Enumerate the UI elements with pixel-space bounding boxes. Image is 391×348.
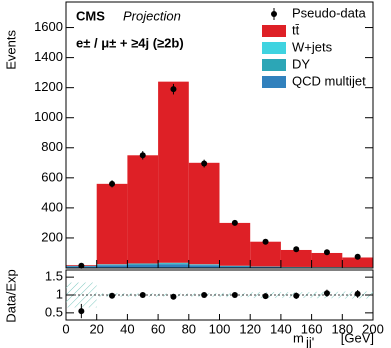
bar-segment [250,241,281,267]
bar-segment [158,81,189,263]
bar-segment [188,264,220,266]
bar-segment [280,249,312,267]
y-tick-label: 1000 [34,109,63,124]
y-tick-label: 1600 [34,19,63,34]
bar-segment [311,252,343,268]
x-tick-label: 100 [209,321,231,336]
data-point [201,160,208,167]
y-label: Events [3,30,18,70]
ratio-point [323,290,330,297]
ratio-point [170,293,177,300]
ratio-point [78,308,85,315]
ratio-point [293,292,300,299]
bar-segment [250,266,281,268]
data-point [170,86,177,93]
status: Projection [123,8,181,23]
ratio-point [139,292,146,298]
legend-swatch [262,59,286,71]
x-tick-label: 180 [331,321,353,336]
y-tick-label: 400 [41,199,63,214]
ratio-y-tick-label: 1.5 [45,269,63,284]
legend-swatch [262,25,286,37]
ratio-point [262,293,269,300]
bar-segment [188,162,220,265]
y-tick-label: 200 [41,229,63,244]
legend-label: QCD multijet [292,73,366,88]
x-tick-label: 120 [239,321,261,336]
bar-segment [342,257,373,268]
data-point [323,249,330,256]
legend-swatch [262,76,286,88]
ratio-point [354,290,361,297]
experiment: CMS [76,8,105,23]
bar-segment [127,155,159,264]
data-point [293,246,300,253]
data-point [139,152,146,159]
channel: e± / μ± + ≥4j (≥2b) [76,35,184,50]
y-tick-label: 1200 [34,79,63,94]
legend-swatch [262,42,286,54]
ratio-point [201,292,208,298]
bar-segment [219,266,251,268]
data-point [78,262,85,269]
y-tick-label: 1400 [34,49,63,64]
plot-area [66,81,373,268]
y-tick-label: 800 [41,139,63,154]
x-tick-label: 60 [151,321,165,336]
x-tick-label: 0 [62,321,69,336]
bar-segment [96,264,128,266]
bar-segment [158,263,189,265]
data-point [109,180,116,187]
x-tick-label: 140 [270,321,292,336]
bar-segment [96,183,128,265]
legend-label: tt̄ [292,22,300,37]
x-label: m [293,330,304,345]
bar-segment [127,264,159,268]
x-tick-label: 20 [89,321,103,336]
ratio-y-tick-label: 1 [56,286,63,301]
ratio-point [109,292,116,299]
y-tick-label: 600 [41,169,63,184]
legend-label: W+jets [292,39,333,54]
bar-segment [158,262,189,264]
bar-segment [158,264,189,268]
x-tick-label: 200 [362,321,384,336]
x-tick-label: 160 [301,321,323,336]
bar-segment [219,222,251,266]
x-label-unit: [GeV] [341,330,374,345]
bar-segment [96,265,128,268]
legend-label: Pseudo-data [292,5,366,20]
bar-segment [127,263,159,265]
ratio-point [231,292,238,298]
x-tick-label: 80 [182,321,196,336]
data-point [231,219,238,226]
x-label-sub: jj' [305,334,314,348]
data-point [262,238,269,245]
data-point [354,253,361,260]
legend-label: DY [292,56,310,71]
ratio-y-tick-label: 0.5 [45,304,63,319]
ratio-y-label: Data/Exp [3,269,18,322]
bar-segment [188,265,220,268]
x-tick-label: 40 [120,321,134,336]
